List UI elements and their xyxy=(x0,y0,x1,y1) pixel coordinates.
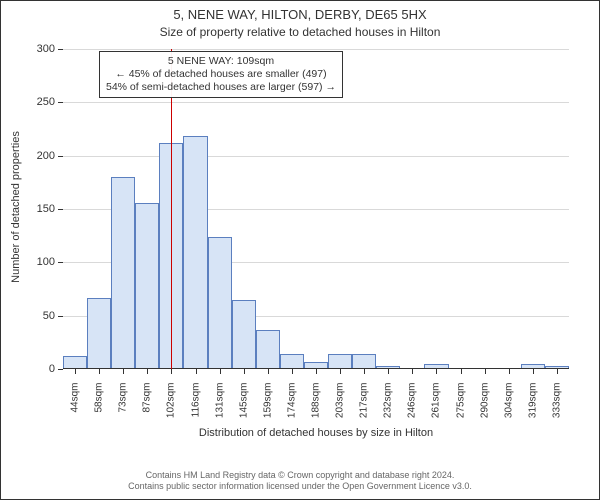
histogram-bar xyxy=(328,354,352,369)
x-tick-label: 319sqm xyxy=(527,383,538,433)
x-tick-mark xyxy=(340,369,341,374)
histogram-bar xyxy=(87,298,111,369)
y-tick-label: 0 xyxy=(1,363,55,375)
histogram-bar xyxy=(135,203,159,369)
y-tick-label: 250 xyxy=(1,96,55,108)
x-tick-mark xyxy=(75,369,76,374)
x-tick-label: 203sqm xyxy=(335,383,346,433)
x-tick-label: 333sqm xyxy=(551,383,562,433)
x-tick-mark xyxy=(364,369,365,374)
y-tick-mark xyxy=(58,49,63,50)
x-axis-label: Distribution of detached houses by size … xyxy=(63,427,569,439)
annotation-line2: ← 45% of detached houses are smaller (49… xyxy=(106,68,336,81)
chart-container: 5, NENE WAY, HILTON, DERBY, DE65 5HX Siz… xyxy=(0,0,600,500)
annotation-box: 5 NENE WAY: 109sqm ← 45% of detached hou… xyxy=(99,51,343,98)
annotation-line3: 54% of semi-detached houses are larger (… xyxy=(106,81,336,94)
x-tick-mark xyxy=(461,369,462,374)
histogram-bar xyxy=(183,136,207,369)
x-tick-mark xyxy=(268,369,269,374)
y-tick-label: 300 xyxy=(1,43,55,55)
x-tick-label: 188sqm xyxy=(311,383,322,433)
x-tick-label: 87sqm xyxy=(142,383,153,433)
x-tick-mark xyxy=(292,369,293,374)
grid-line xyxy=(63,49,569,50)
x-tick-label: 174sqm xyxy=(286,383,297,433)
y-tick-label: 150 xyxy=(1,203,55,215)
x-tick-mark xyxy=(509,369,510,374)
y-tick-mark xyxy=(58,156,63,157)
y-tick-label: 100 xyxy=(1,256,55,268)
histogram-bar xyxy=(232,300,256,369)
x-tick-label: 73sqm xyxy=(118,383,129,433)
x-tick-mark xyxy=(147,369,148,374)
x-tick-label: 102sqm xyxy=(166,383,177,433)
y-tick-label: 50 xyxy=(1,310,55,322)
x-tick-label: 275sqm xyxy=(455,383,466,433)
footnote-line2: Contains public sector information licen… xyxy=(1,481,599,493)
x-tick-label: 232sqm xyxy=(383,383,394,433)
chart-title: 5, NENE WAY, HILTON, DERBY, DE65 5HX xyxy=(1,7,599,22)
x-tick-label: 304sqm xyxy=(503,383,514,433)
histogram-bar xyxy=(256,330,280,369)
x-tick-label: 145sqm xyxy=(238,383,249,433)
x-tick-label: 217sqm xyxy=(359,383,370,433)
x-tick-mark xyxy=(171,369,172,374)
x-tick-mark xyxy=(123,369,124,374)
grid-line xyxy=(63,102,569,103)
x-tick-label: 116sqm xyxy=(190,383,201,433)
histogram-bar xyxy=(208,237,232,369)
footnote: Contains HM Land Registry data © Crown c… xyxy=(1,470,599,493)
x-tick-mark xyxy=(485,369,486,374)
y-tick-label: 200 xyxy=(1,150,55,162)
x-tick-mark xyxy=(196,369,197,374)
y-tick-mark xyxy=(58,262,63,263)
x-tick-label: 131sqm xyxy=(214,383,225,433)
histogram-bar xyxy=(111,177,135,369)
annotation-line1: 5 NENE WAY: 109sqm xyxy=(106,55,336,68)
x-tick-mark xyxy=(220,369,221,374)
x-tick-mark xyxy=(436,369,437,374)
x-tick-mark xyxy=(99,369,100,374)
histogram-bar xyxy=(280,354,304,369)
grid-line xyxy=(63,156,569,157)
chart-subtitle: Size of property relative to detached ho… xyxy=(1,25,599,39)
x-tick-mark xyxy=(533,369,534,374)
x-tick-mark xyxy=(557,369,558,374)
x-tick-label: 290sqm xyxy=(479,383,490,433)
x-tick-label: 44sqm xyxy=(70,383,81,433)
histogram-bar xyxy=(352,354,376,369)
y-tick-mark xyxy=(58,209,63,210)
y-tick-mark xyxy=(58,102,63,103)
x-tick-label: 159sqm xyxy=(262,383,273,433)
x-tick-mark xyxy=(412,369,413,374)
x-tick-label: 58sqm xyxy=(94,383,105,433)
x-tick-mark xyxy=(316,369,317,374)
y-tick-mark xyxy=(58,369,63,370)
footnote-line1: Contains HM Land Registry data © Crown c… xyxy=(1,470,599,482)
x-tick-mark xyxy=(388,369,389,374)
y-tick-mark xyxy=(58,316,63,317)
x-tick-label: 261sqm xyxy=(431,383,442,433)
x-tick-label: 246sqm xyxy=(407,383,418,433)
x-tick-mark xyxy=(244,369,245,374)
